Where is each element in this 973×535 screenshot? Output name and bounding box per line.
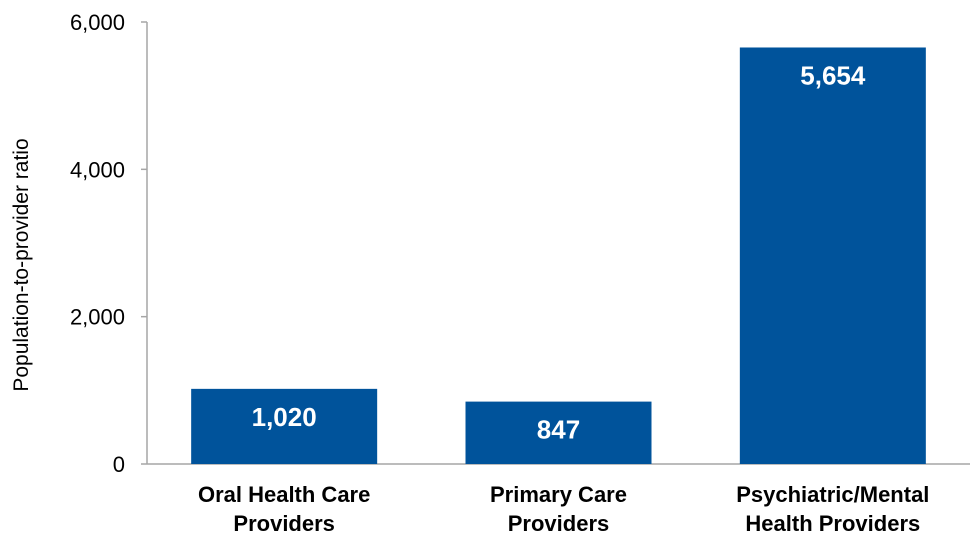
category-label: Primary Care [490,482,627,507]
bar [739,47,926,464]
bar-value-label: 5,654 [800,60,866,90]
category-label: Oral Health Care [198,482,370,507]
y-axis-title: Population-to-provider ratio [10,138,33,391]
y-tick-label: 0 [113,452,125,477]
bar [191,388,378,464]
category-label: Providers [508,511,610,535]
y-axis-ticks: 0 2,000 4,000 6,000 [70,10,147,477]
category-label: Providers [233,511,335,535]
y-tick-label: 6,000 [70,10,125,35]
bar [465,401,652,464]
category-label: Health Providers [745,511,920,535]
y-tick-label: 4,000 [70,157,125,182]
category-labels: Oral Health Care Providers Primary Care Pro… [198,482,929,535]
bar-value-label: 847 [537,415,580,445]
data-labels: 1,020 847 5,654 [252,60,866,444]
category-label: Psychiatric/Mental [736,482,929,507]
y-tick-label: 2,000 [70,305,125,330]
bar-value-label: 1,020 [252,402,317,432]
bars [191,47,926,464]
